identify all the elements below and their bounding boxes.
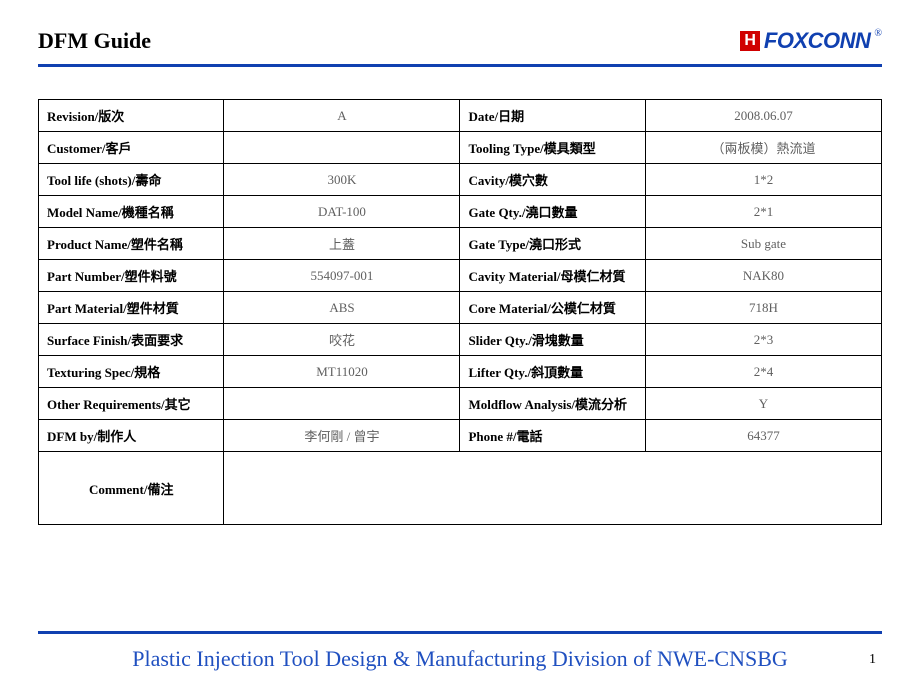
table-row: Customer/客戶 Tooling Type/模具類型 （兩板模）熱流道 bbox=[39, 132, 882, 164]
value-part-material: ABS bbox=[224, 292, 460, 324]
table-row: Revision/版次 A Date/日期 2008.06.07 bbox=[39, 100, 882, 132]
label-part-material: Part Material/塑件材質 bbox=[39, 292, 224, 324]
value-surface-finish: 咬花 bbox=[224, 324, 460, 356]
label-comment: Comment/備注 bbox=[39, 452, 224, 525]
label-tooling-type: Tooling Type/模具類型 bbox=[460, 132, 645, 164]
value-core-material: 718H bbox=[645, 292, 881, 324]
value-cavity: 1*2 bbox=[645, 164, 881, 196]
value-phone: 64377 bbox=[645, 420, 881, 452]
label-texturing-spec: Texturing Spec/規格 bbox=[39, 356, 224, 388]
table-row: Texturing Spec/規格 MT11020 Lifter Qty./斜頂… bbox=[39, 356, 882, 388]
value-gate-type: Sub gate bbox=[645, 228, 881, 260]
header: DFM Guide H FOXCONN ® bbox=[0, 0, 920, 62]
value-cavity-material: NAK80 bbox=[645, 260, 881, 292]
label-dfm-by: DFM by/制作人 bbox=[39, 420, 224, 452]
value-customer bbox=[224, 132, 460, 164]
table-row: Surface Finish/表面要求 咬花 Slider Qty./滑塊數量 … bbox=[39, 324, 882, 356]
table-row: Part Material/塑件材質 ABS Core Material/公模仁… bbox=[39, 292, 882, 324]
table-row: Other Requirements/其它 Moldflow Analysis/… bbox=[39, 388, 882, 420]
value-date: 2008.06.07 bbox=[645, 100, 881, 132]
value-part-number: 554097-001 bbox=[224, 260, 460, 292]
label-model-name: Model Name/機種名稱 bbox=[39, 196, 224, 228]
value-moldflow: Y bbox=[645, 388, 881, 420]
data-table-wrap: Revision/版次 A Date/日期 2008.06.07 Custome… bbox=[38, 99, 882, 525]
table-row: Tool life (shots)/壽命 300K Cavity/模穴數 1*2 bbox=[39, 164, 882, 196]
value-tooling-type: （兩板模）熱流道 bbox=[645, 132, 881, 164]
page-title: DFM Guide bbox=[38, 28, 151, 54]
value-model-name: DAT-100 bbox=[224, 196, 460, 228]
label-phone: Phone #/電話 bbox=[460, 420, 645, 452]
table-row: Model Name/機種名稱 DAT-100 Gate Qty./澆口數量 2… bbox=[39, 196, 882, 228]
label-lifter-qty: Lifter Qty./斜頂數量 bbox=[460, 356, 645, 388]
table-row: DFM by/制作人 李何剛 / 曾宇 Phone #/電話 64377 bbox=[39, 420, 882, 452]
value-product-name: 上蓋 bbox=[224, 228, 460, 260]
label-customer: Customer/客戶 bbox=[39, 132, 224, 164]
value-tool-life: 300K bbox=[224, 164, 460, 196]
value-dfm-by: 李何剛 / 曾宇 bbox=[224, 420, 460, 452]
label-tool-life: Tool life (shots)/壽命 bbox=[39, 164, 224, 196]
data-table: Revision/版次 A Date/日期 2008.06.07 Custome… bbox=[38, 99, 882, 525]
label-product-name: Product Name/塑件名稱 bbox=[39, 228, 224, 260]
label-other-requirements: Other Requirements/其它 bbox=[39, 388, 224, 420]
label-gate-type: Gate Type/澆口形式 bbox=[460, 228, 645, 260]
label-part-number: Part Number/塑件料號 bbox=[39, 260, 224, 292]
logo-trademark: ® bbox=[874, 28, 882, 39]
label-slider-qty: Slider Qty./滑塊數量 bbox=[460, 324, 645, 356]
value-other-requirements bbox=[224, 388, 460, 420]
value-texturing-spec: MT11020 bbox=[224, 356, 460, 388]
value-gate-qty: 2*1 bbox=[645, 196, 881, 228]
label-date: Date/日期 bbox=[460, 100, 645, 132]
footer-rule bbox=[38, 631, 882, 634]
value-revision: A bbox=[224, 100, 460, 132]
foxconn-logo: H FOXCONN ® bbox=[740, 28, 882, 54]
label-cavity-material: Cavity Material/母模仁材質 bbox=[460, 260, 645, 292]
logo-text: FOXCONN bbox=[764, 28, 871, 54]
page-number: 1 bbox=[869, 652, 876, 668]
label-moldflow: Moldflow Analysis/模流分析 bbox=[460, 388, 645, 420]
table-row-comment: Comment/備注 bbox=[39, 452, 882, 525]
footer-text: Plastic Injection Tool Design & Manufact… bbox=[0, 646, 920, 672]
value-comment bbox=[224, 452, 882, 525]
logo-mark: H bbox=[740, 31, 760, 51]
label-cavity: Cavity/模穴數 bbox=[460, 164, 645, 196]
label-surface-finish: Surface Finish/表面要求 bbox=[39, 324, 224, 356]
value-lifter-qty: 2*4 bbox=[645, 356, 881, 388]
label-revision: Revision/版次 bbox=[39, 100, 224, 132]
table-row: Product Name/塑件名稱 上蓋 Gate Type/澆口形式 Sub … bbox=[39, 228, 882, 260]
header-rule bbox=[38, 64, 882, 67]
table-row: Part Number/塑件料號 554097-001 Cavity Mater… bbox=[39, 260, 882, 292]
value-slider-qty: 2*3 bbox=[645, 324, 881, 356]
label-core-material: Core Material/公模仁材質 bbox=[460, 292, 645, 324]
label-gate-qty: Gate Qty./澆口數量 bbox=[460, 196, 645, 228]
